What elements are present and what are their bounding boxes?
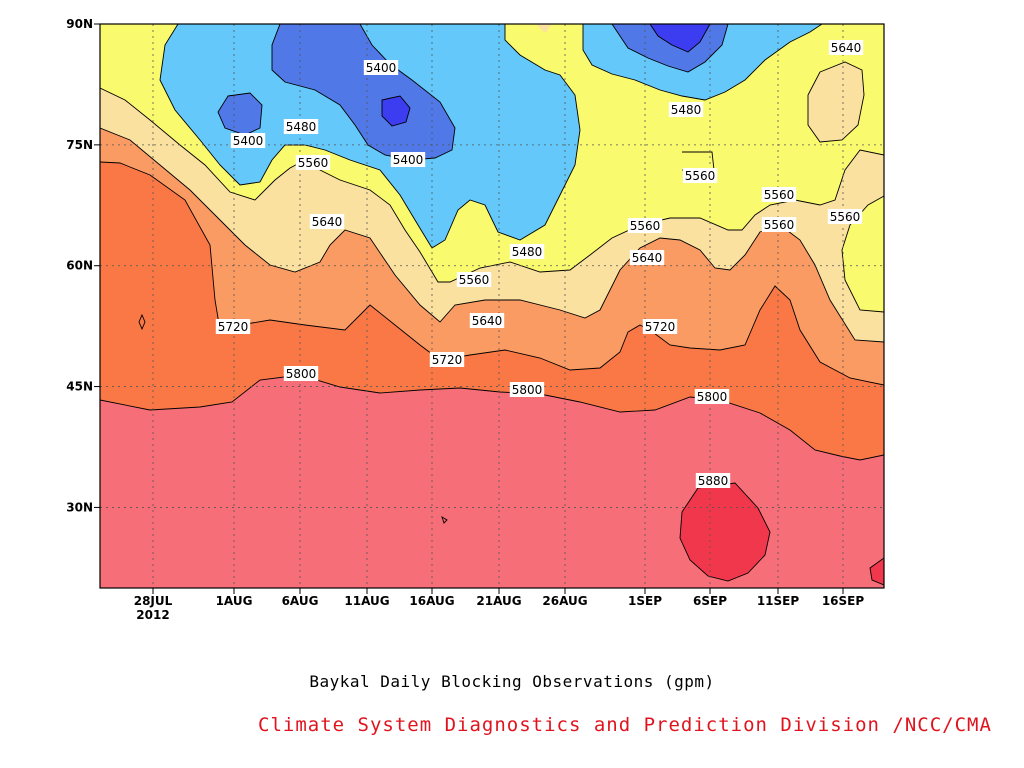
x-tick-label: 6AUG: [282, 594, 319, 608]
plot-frame: [99, 23, 885, 589]
contour-label: 5640: [632, 251, 663, 265]
contour-label: 5720: [432, 353, 463, 367]
y-tick-label: 60N: [66, 259, 93, 273]
contour-label: 5560: [630, 219, 661, 233]
x-tick-label: 11AUG: [344, 594, 389, 608]
contour-label: 5560: [298, 156, 329, 170]
contour-label: 5560: [764, 188, 795, 202]
contour-label-bg: [215, 319, 251, 334]
contour-labels: 5400 5400 5400 5480 5560 5640 5720 5800 5560 5640…: [215, 40, 864, 488]
contour-label: 5880: [698, 474, 729, 488]
credit-line: Climate System Diagnostics and Predictio…: [258, 714, 992, 736]
contour-label-bg: [761, 217, 797, 232]
contour-label-bg: [363, 60, 399, 75]
fill-core-min-b: [650, 24, 710, 52]
contour-label: 5640: [472, 314, 503, 328]
x-tick-label: 16SEP: [822, 594, 865, 608]
x-tick-label: 1SEP: [628, 594, 662, 608]
contour-label-bg: [627, 218, 663, 233]
contour-label: 5800: [512, 383, 543, 397]
contour-label-bg: [230, 133, 266, 148]
contour-label-bg: [295, 155, 331, 170]
fill-core-min-a: [382, 96, 410, 126]
contour-label-bg: [828, 40, 864, 55]
contour-label-bg: [682, 168, 718, 183]
contour-label: 5720: [218, 320, 249, 334]
contour-label: 5400: [366, 61, 397, 75]
x-tick-label: 6SEP: [693, 594, 727, 608]
contour-label-bg: [509, 244, 545, 259]
contour-label: 5400: [233, 134, 264, 148]
contour-label-bg: [283, 119, 319, 134]
y-tick-label: 30N: [66, 500, 93, 514]
x-tick-label: 26AUG: [542, 594, 587, 608]
contour-label-bg: [509, 382, 545, 397]
contour-label: 5560: [764, 218, 795, 232]
contour-label-bg: [629, 250, 665, 265]
contour-label-bg: [827, 209, 863, 224]
contour-label-bg: [309, 214, 345, 229]
contour-label: 5480: [286, 120, 317, 134]
y-tick-label: 75N: [66, 138, 93, 152]
contour-label: 5560: [830, 210, 861, 224]
contour-label: 5560: [459, 273, 490, 287]
y-tick-label: 45N: [66, 380, 93, 394]
fill-5480-5560-e: [842, 196, 884, 312]
contour-label: 5560: [685, 169, 716, 183]
x-year-label: 2012: [136, 608, 169, 622]
contour-label-bg: [429, 352, 465, 367]
contour-label: 5800: [697, 390, 728, 404]
x-tick-label: 21AUG: [476, 594, 521, 608]
contour-label-bg: [642, 319, 678, 334]
fill-above-5880-edge: [870, 558, 884, 585]
contour-label-bg: [668, 102, 704, 117]
y-axis: 30N 45N 60N 75N 90N: [66, 17, 100, 514]
x-tick-label: 16AUG: [409, 594, 454, 608]
contour-label: 5480: [512, 245, 543, 259]
contour-fills: [100, 24, 884, 588]
contour-label-bg: [390, 152, 426, 167]
contour-label-bg: [694, 389, 730, 404]
fill-5560-5640-ne: [808, 62, 864, 142]
fill-below-5400-b: [272, 24, 455, 160]
contour-label-bg: [456, 272, 492, 287]
contour-label: 5640: [312, 215, 343, 229]
y-tick-label: 90N: [66, 17, 93, 31]
contour-label: 5400: [393, 153, 424, 167]
x-axis: 28JUL 1AUG 6AUG 11AUG 16AUG 21AUG 26AUG 1SEP 6SE…: [134, 588, 865, 622]
contour-label: 5800: [286, 367, 317, 381]
fill-below-5400-a: [218, 93, 262, 135]
fill-small-top: [536, 24, 552, 33]
contour-label-bg: [283, 366, 319, 381]
fill-above-5880: [680, 483, 770, 581]
contour-label-bg: [761, 187, 797, 202]
grid-lines: [100, 24, 884, 588]
x-tick-label: 1AUG: [216, 594, 253, 608]
contour-label: 5480: [671, 103, 702, 117]
contour-label: 5720: [645, 320, 676, 334]
chart-title: Baykal Daily Blocking Observations (gpm): [309, 672, 715, 691]
contour-label-bg: [695, 473, 731, 488]
contour-label-bg: [469, 313, 505, 328]
x-tick-label: 28JUL: [134, 594, 173, 608]
contour-chart: 5400 5400 5400 5480 5560 5640 5720 5800 5560 5640…: [66, 17, 885, 622]
contour-label: 5640: [831, 41, 862, 55]
x-tick-label: 11SEP: [757, 594, 800, 608]
